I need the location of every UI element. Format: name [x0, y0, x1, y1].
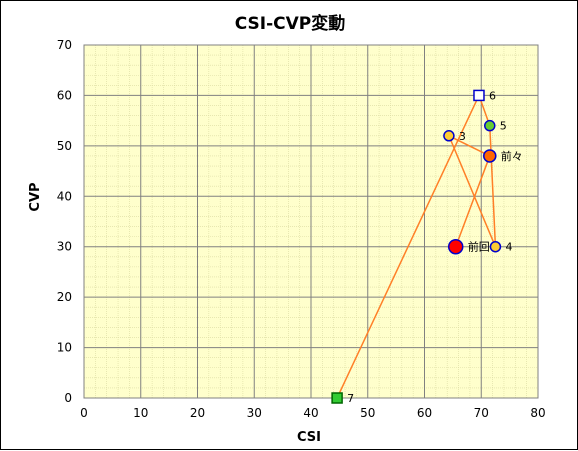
y-axis-ticks: 0 10 20 30 40 50 60 70 [57, 38, 72, 405]
series-segment [455, 155, 491, 247]
x-tick-label: 50 [360, 406, 375, 420]
y-axis-label: CVP [28, 182, 43, 211]
x-axis-label: CSI [297, 430, 321, 445]
x-tick-label: 10 [133, 406, 148, 420]
data-point-marker [483, 149, 497, 163]
data-point-label: 前回 [468, 240, 490, 254]
y-tick-label: 70 [57, 38, 72, 52]
y-tick-label: 30 [57, 240, 72, 254]
data-point-marker [447, 238, 464, 255]
y-tick-label: 40 [57, 189, 72, 203]
chart-title: CSI-CVP変動 [235, 13, 346, 34]
x-tick-label: 60 [417, 406, 432, 420]
series-segment [448, 135, 497, 248]
point-labels: 前回 前々 3 4 5 6 7 [347, 89, 523, 405]
y-tick-label: 60 [57, 88, 72, 102]
x-tick-label: 80 [530, 406, 545, 420]
data-point-marker [484, 119, 496, 132]
x-tick-label: 40 [303, 406, 318, 420]
x-tick-label: 70 [474, 406, 489, 420]
data-point-label: 4 [505, 241, 512, 254]
x-tick-label: 0 [80, 406, 88, 420]
y-tick-label: 20 [57, 290, 72, 304]
plot-border [83, 44, 539, 399]
data-point-label: 3 [459, 130, 466, 143]
data-point-label: 7 [347, 392, 354, 405]
data-point-marker [331, 392, 343, 404]
data-point-label: 6 [489, 89, 496, 102]
markers [331, 89, 502, 404]
data-point-label: 5 [500, 120, 507, 133]
x-axis-ticks: 0 10 20 30 40 50 60 70 80 [80, 406, 545, 420]
data-point-marker [473, 89, 485, 102]
data-point-marker [443, 130, 455, 142]
series-segment [489, 125, 497, 247]
data-point-label: 前々 [501, 149, 523, 163]
x-tick-label: 20 [190, 406, 205, 420]
x-tick-label: 30 [247, 406, 262, 420]
y-tick-label: 50 [57, 139, 72, 153]
y-tick-label: 0 [64, 391, 72, 405]
series-segment [448, 135, 491, 157]
data-point-marker [489, 240, 502, 253]
y-tick-label: 10 [57, 341, 72, 355]
series-segment [336, 95, 480, 399]
